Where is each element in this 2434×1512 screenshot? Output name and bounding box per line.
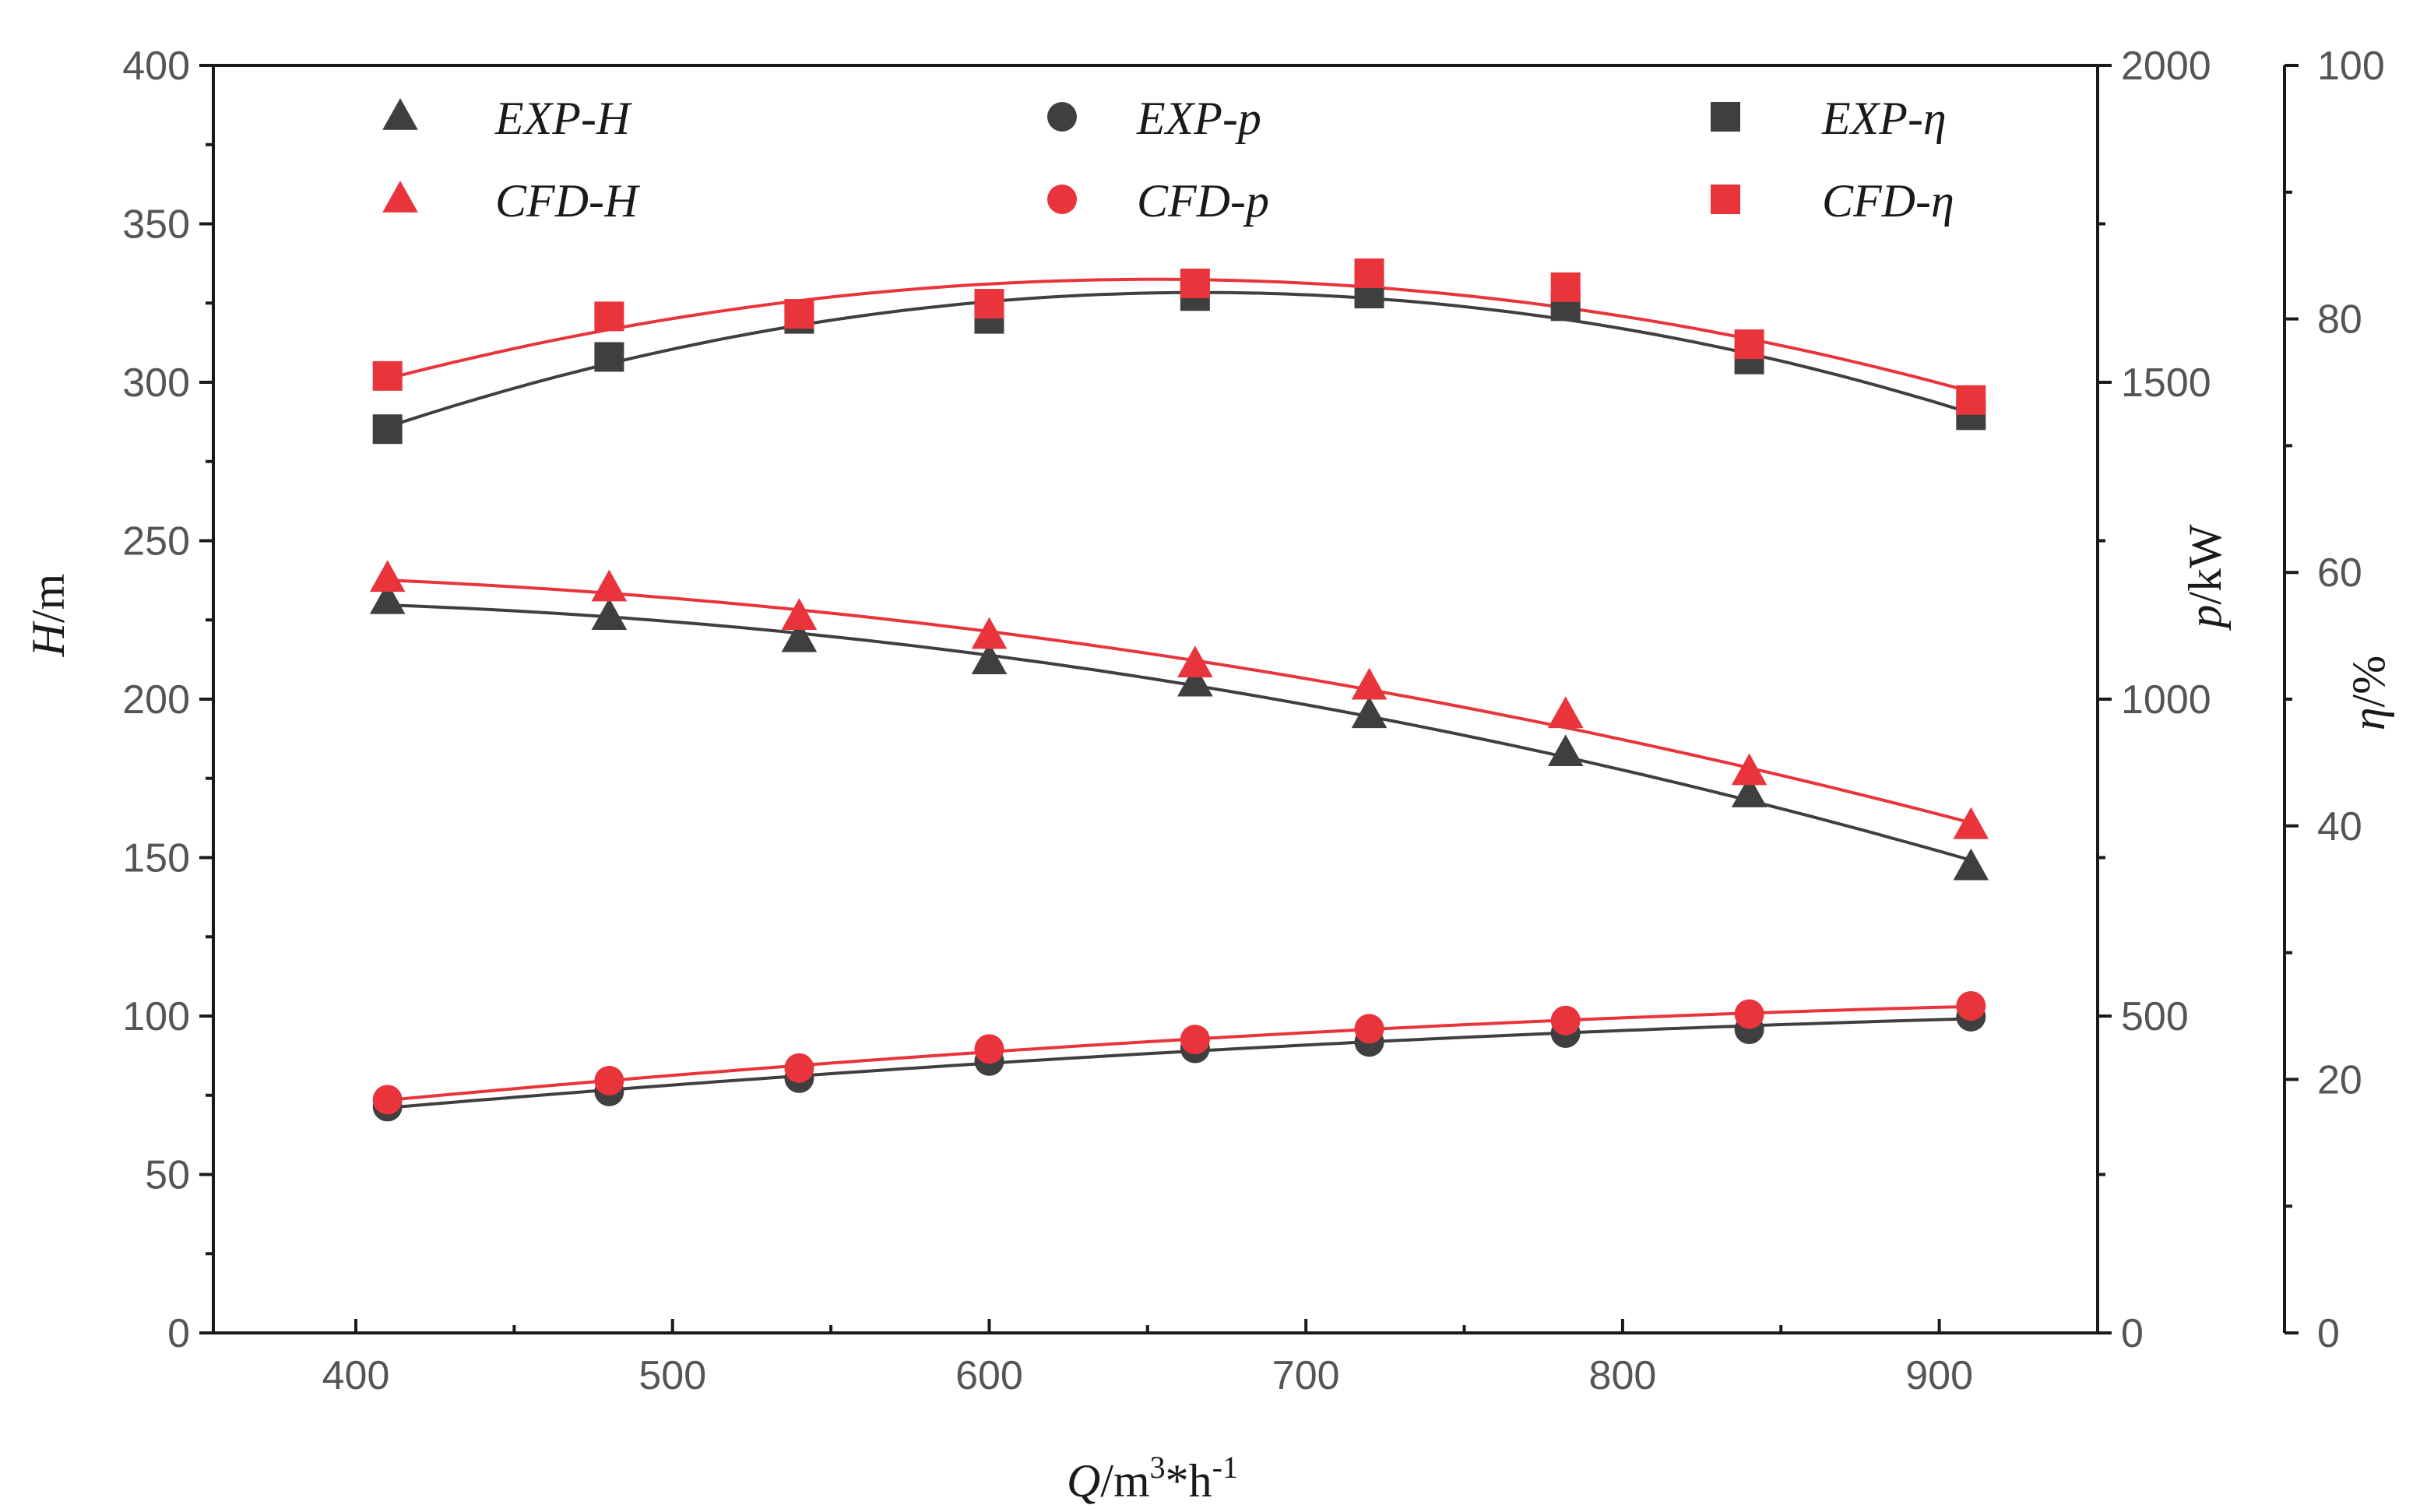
- y-right1-tick-label: 1500: [2121, 360, 2211, 406]
- marker-EXP-H: [971, 642, 1008, 674]
- marker-CFD-η: [1956, 385, 1986, 415]
- legend-entry: CFD-η: [1711, 175, 1954, 227]
- marker-EXP-H: [781, 620, 818, 652]
- legend-label: EXP-H: [494, 93, 633, 144]
- y-right2-tick-label: 0: [2317, 1311, 2340, 1356]
- y-right2-tick-label: 100: [2317, 44, 2385, 89]
- marker-EXP-η: [594, 342, 624, 372]
- y-right2-tick-label: 20: [2317, 1057, 2362, 1102]
- legend-entry: CFD-p: [1047, 175, 1269, 227]
- marker-CFD-p: [594, 1066, 624, 1096]
- axes: 400 500 600 700 800 9000501001502002503003504…: [122, 44, 2385, 1398]
- marker-EXP-H: [1547, 734, 1584, 766]
- y-left-tick-label: 350: [122, 202, 190, 248]
- marker-EXP-H: [1177, 664, 1213, 697]
- fit-line-EXP-H: [387, 603, 1971, 862]
- x-tick-label: 800: [1589, 1353, 1657, 1398]
- marker-CFD-η: [594, 301, 624, 332]
- x-tick-label: 500: [638, 1353, 706, 1398]
- fit-line-CFD-H: [387, 578, 1971, 825]
- x-tick-label: 400: [322, 1353, 390, 1398]
- x-tick-label: 900: [1905, 1353, 1973, 1398]
- y-right1-tick-label: 2000: [2121, 44, 2211, 89]
- marker-CFD-p: [1354, 1014, 1384, 1044]
- marker-CFD-H: [971, 617, 1008, 649]
- data-markers: [369, 258, 1989, 1122]
- y-left-tick-label: 250: [122, 519, 190, 564]
- marker-CFD-p: [1956, 990, 1986, 1021]
- marker-CFD-η: [1354, 258, 1384, 288]
- marker-CFD-p: [1180, 1025, 1210, 1055]
- marker-CFD-η: [784, 299, 814, 329]
- y-right2-tick-label: 60: [2317, 550, 2362, 596]
- marker-CFD-p: [974, 1034, 1004, 1064]
- marker-EXP-H: [1731, 775, 1767, 807]
- y-right2-tick-label: 80: [2317, 297, 2362, 343]
- y-left-tick-label: 100: [122, 994, 190, 1039]
- marker-CFD-H: [1953, 807, 1989, 839]
- marker-CFD-H: [1547, 696, 1584, 729]
- y-right2-axis-title: η/%: [2343, 656, 2394, 730]
- fit-line-EXP-p: [387, 1017, 1971, 1109]
- marker-CFD-η: [1550, 272, 1581, 302]
- fit-line-CFD-p: [387, 1004, 1971, 1102]
- legend-label: CFD-p: [1137, 175, 1269, 227]
- legend-label: CFD-η: [1822, 175, 1954, 227]
- marker-CFD-H: [1177, 645, 1213, 678]
- x-tick-label: 600: [955, 1353, 1023, 1398]
- fit-line-CFD-η: [387, 277, 1971, 394]
- y-left-tick-label: 150: [122, 836, 190, 881]
- legend-marker-EXP-p: [1047, 102, 1077, 132]
- marker-EXP-H: [1953, 848, 1989, 881]
- legend-entry: CFD-H: [382, 175, 641, 227]
- y-left-tick-label: 0: [167, 1311, 190, 1356]
- marker-CFD-H: [369, 560, 406, 592]
- y-left-axis-title: H/m: [23, 574, 74, 658]
- y-right1-tick-label: 1000: [2121, 677, 2211, 723]
- legend-label: EXP-η: [1821, 93, 1947, 144]
- y-left-tick-label: 50: [145, 1153, 190, 1198]
- legend-label: EXP-p: [1136, 93, 1261, 144]
- marker-EXP-H: [591, 598, 628, 630]
- legend-label: CFD-H: [495, 175, 641, 227]
- axis-titles: Q/m3*h-1 H/m p/kW η/%: [23, 524, 2394, 1507]
- marker-CFD-η: [372, 360, 403, 391]
- marker-EXP-H: [369, 582, 406, 614]
- legend-entry: EXP-η: [1711, 93, 1947, 144]
- legend-marker-EXP-η: [1711, 102, 1740, 132]
- marker-CFD-H: [591, 569, 628, 602]
- fit-curves: [387, 277, 1971, 1109]
- marker-CFD-H: [781, 598, 818, 630]
- y-right1-tick-label: 0: [2121, 1311, 2144, 1356]
- marker-CFD-H: [1351, 667, 1388, 700]
- y-left-tick-label: 300: [122, 360, 190, 406]
- legend-marker-CFD-H: [382, 181, 418, 213]
- legend-marker-EXP-H: [382, 98, 418, 130]
- fit-line-EXP-η: [387, 290, 1971, 429]
- legend-entry: EXP-p: [1047, 93, 1261, 144]
- marker-CFD-η: [1180, 269, 1210, 299]
- y-right1-axis-title: p/kW: [2179, 524, 2231, 631]
- y-left-tick-label: 200: [122, 677, 190, 723]
- x-axis-title: Q/m3*h-1: [1067, 1450, 1238, 1507]
- marker-CFD-H: [1731, 753, 1767, 786]
- y-right2-tick-label: 40: [2317, 804, 2362, 849]
- marker-EXP-H: [1351, 696, 1388, 729]
- marker-EXP-η: [372, 414, 403, 445]
- y-right1-tick-label: 500: [2121, 994, 2189, 1039]
- marker-CFD-η: [1734, 329, 1764, 360]
- x-tick-label: 700: [1272, 1353, 1340, 1398]
- y-left-tick-label: 400: [122, 44, 190, 89]
- marker-CFD-p: [372, 1085, 403, 1115]
- marker-CFD-p: [1734, 999, 1764, 1029]
- legend: EXP-H EXP-p EXP-η CFD-H CFD-p CFD-η: [382, 93, 1954, 227]
- legend-entry: EXP-H: [382, 93, 633, 144]
- legend-marker-CFD-p: [1047, 185, 1077, 214]
- legend-marker-CFD-η: [1711, 185, 1740, 214]
- marker-CFD-p: [784, 1053, 814, 1083]
- marker-CFD-p: [1550, 1005, 1581, 1036]
- marker-CFD-η: [974, 289, 1004, 319]
